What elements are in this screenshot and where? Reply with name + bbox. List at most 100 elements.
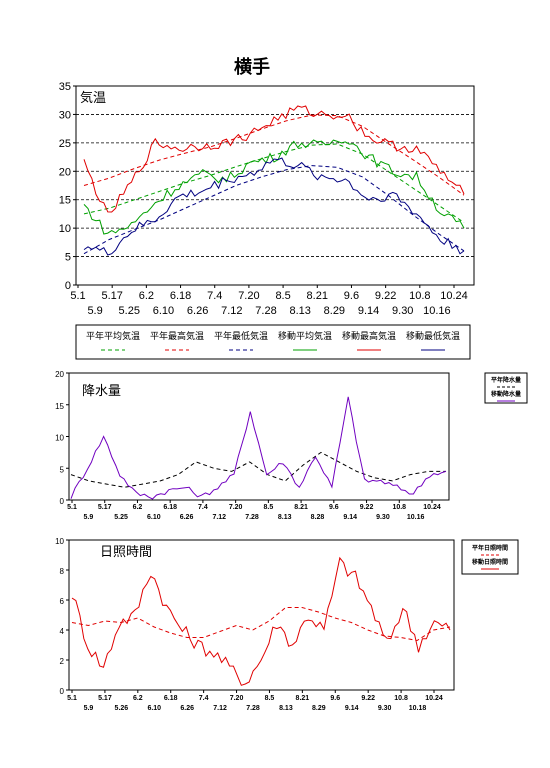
legend-label: 移動最高気温 xyxy=(342,330,396,342)
x-tick-label: 9.22 xyxy=(360,504,374,511)
x-tick-label: 6.18 xyxy=(164,695,178,702)
y-tick-label: 10 xyxy=(55,537,64,546)
temperature-chart: 0 5 10 15 20 25 30 35 5.1 5.17 6.2 6.18 7.4 7.20 8.5 8… xyxy=(59,81,475,317)
x-tick-label: 10.8 xyxy=(409,290,430,302)
x-tick-label: 6.10 xyxy=(147,705,161,712)
series-line xyxy=(83,139,465,235)
x-tick-label: 9.30 xyxy=(378,705,392,712)
x-tick-label: 7.20 xyxy=(229,504,243,511)
x-tick-label: 5.17 xyxy=(98,695,112,702)
legend-label: 平年最低気温 xyxy=(214,330,268,342)
x-tick-label: 8.29 xyxy=(312,705,326,712)
x-tick-label: 10.24 xyxy=(440,290,468,302)
series-line xyxy=(83,165,465,255)
sunshine-panel-label: 日照時間 xyxy=(100,545,152,560)
x-tick-label: 10.24 xyxy=(423,504,441,511)
x-tick-label: 7.28 xyxy=(245,514,259,521)
x-tick-label: 7.12 xyxy=(213,705,227,712)
sunshine-chart: 0 2 4 6 8 10 5.1 5.17 6.2 6.18 7.4 7.20 8.5 8.21 9.6 9… xyxy=(55,537,455,712)
x-tick-label: 6.18 xyxy=(163,504,177,511)
x-tick-label: 10.16 xyxy=(423,305,451,317)
y-tick-label: 10 xyxy=(55,434,64,443)
x-tick-label: 5.17 xyxy=(101,290,122,302)
x-tick-label: 8.29 xyxy=(324,305,345,317)
x-tick-label: 7.12 xyxy=(212,514,226,521)
page-title: 横手 xyxy=(234,56,270,78)
y-tick-label: 0 xyxy=(65,280,71,292)
x-tick-label: 5.25 xyxy=(119,305,140,317)
x-tick-label: 9.6 xyxy=(330,695,340,702)
x-tick-label: 8.13 xyxy=(289,305,310,317)
legend-label: 平年日照時間 xyxy=(472,544,508,552)
x-tick-label: 6.10 xyxy=(153,305,174,317)
x-tick-label: 8.28 xyxy=(311,514,325,521)
y-tick-label: 10 xyxy=(59,223,71,235)
x-tick-label: 9.6 xyxy=(344,290,359,302)
legend-label: 平年平均気温 xyxy=(86,330,140,342)
y-tick-label: 25 xyxy=(59,138,71,150)
temperature-plot-area xyxy=(75,85,475,286)
x-tick-label: 6.2 xyxy=(133,504,143,511)
x-tick-label: 5.1 xyxy=(67,504,77,511)
x-tick-label: 8.13 xyxy=(278,514,292,521)
temperature-legend-box xyxy=(75,324,471,360)
x-tick-label: 5.26 xyxy=(115,705,129,712)
x-tick-label: 8.5 xyxy=(265,695,275,702)
x-tick-label: 5.1 xyxy=(70,290,85,302)
x-tick-label: 6.26 xyxy=(180,514,194,521)
legend-label: 移動日照時間 xyxy=(472,558,508,566)
x-tick-label: 10.24 xyxy=(425,695,443,702)
y-tick-label: 15 xyxy=(59,195,71,207)
x-tick-label: 10.8 xyxy=(392,504,406,511)
sunshine-plot-area xyxy=(68,539,455,691)
x-tick-label: 5.9 xyxy=(84,705,94,712)
y-tick-label: 30 xyxy=(59,109,71,121)
precipitation-panel-label: 降水量 xyxy=(82,384,121,399)
legend-label: 移動降水量 xyxy=(491,390,521,398)
x-tick-label: 5.25 xyxy=(114,514,128,521)
x-tick-label: 7.4 xyxy=(207,290,222,302)
x-tick-label: 5.9 xyxy=(87,305,102,317)
y-tick-label: 5 xyxy=(60,465,65,474)
x-tick-label: 8.5 xyxy=(263,504,273,511)
series-line xyxy=(83,105,465,213)
x-tick-label: 7.20 xyxy=(238,290,259,302)
legend-label: 平年最高気温 xyxy=(150,330,204,342)
x-tick-label: 7.28 xyxy=(246,705,260,712)
x-tick-label: 7.4 xyxy=(199,695,209,702)
precipitation-plot-area xyxy=(68,372,450,501)
series-line xyxy=(83,157,465,256)
x-tick-label: 9.22 xyxy=(361,695,375,702)
y-tick-label: 35 xyxy=(59,81,71,93)
y-tick-label: 6 xyxy=(60,597,65,606)
y-tick-label: 20 xyxy=(59,166,71,178)
x-tick-label: 9.30 xyxy=(392,305,413,317)
x-tick-label: 5.9 xyxy=(83,514,93,521)
x-tick-label: 6.2 xyxy=(139,290,154,302)
x-tick-label: 7.28 xyxy=(255,305,276,317)
y-tick-label: 8 xyxy=(60,567,65,576)
x-tick-label: 9.22 xyxy=(375,290,396,302)
series-line xyxy=(83,114,465,196)
x-tick-label: 9.14 xyxy=(358,305,379,317)
series-line xyxy=(83,143,465,223)
y-tick-label: 20 xyxy=(55,370,64,379)
legend-label: 移動最低気温 xyxy=(406,330,460,342)
x-tick-label: 8.5 xyxy=(275,290,290,302)
legend-label: 移動平均気温 xyxy=(278,330,332,342)
x-tick-label: 8.21 xyxy=(296,695,310,702)
temperature-legend: 平年平均気温 平年最高気温 平年最低気温 移動平均気温 移動最高気温 移動最低気温 xyxy=(75,324,471,360)
x-tick-label: 5.1 xyxy=(67,695,77,702)
x-tick-label: 6.26 xyxy=(180,705,194,712)
legend-label: 平年降水量 xyxy=(491,376,521,384)
y-tick-label: 0 xyxy=(60,687,65,696)
x-tick-label: 6.10 xyxy=(147,514,161,521)
x-tick-label: 9.14 xyxy=(345,705,359,712)
y-tick-label: 4 xyxy=(60,627,65,636)
x-tick-label: 7.20 xyxy=(230,695,244,702)
x-tick-label: 9.30 xyxy=(376,514,390,521)
series-line xyxy=(71,556,451,686)
x-tick-label: 8.21 xyxy=(294,504,308,511)
